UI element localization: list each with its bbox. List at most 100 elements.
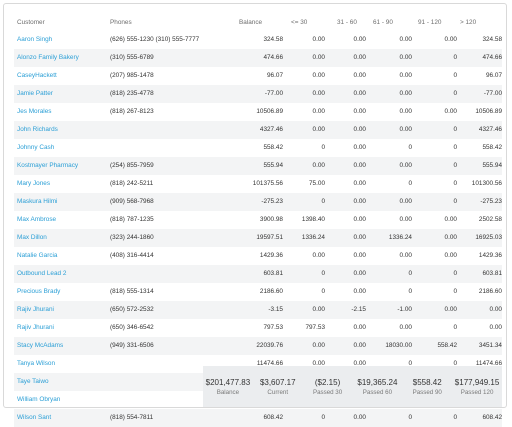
passed-90-cell: 0 — [453, 144, 457, 151]
table-row: Jamie Patter (818) 235-4778 -77.00 0.00 0.00… — [14, 85, 502, 103]
col-phones-header[interactable]: Phones — [110, 19, 132, 26]
passed-60-cell: 0.00 — [399, 126, 412, 133]
passed-120-cell: 101300.56 — [471, 180, 502, 187]
passed-30-cell: 0.00 — [353, 270, 366, 277]
customer-link[interactable]: Natalie Garcia — [17, 252, 58, 259]
passed-60-cell: 0 — [408, 180, 412, 187]
passed-60-cell: 18030.00 — [385, 342, 412, 349]
customer-link[interactable]: Alonzo Family Bakery — [17, 54, 79, 61]
customer-link[interactable]: Aaron Singh — [17, 36, 53, 43]
passed-90-cell: 0 — [453, 270, 457, 277]
passed-120-cell: 558.42 — [482, 144, 502, 151]
totals-bar: $201,477.83 Balance $3,607.17 Current ($2.15… — [203, 366, 502, 407]
table-row: Johnny Cash 558.42 0 0.00 0 0 558.42 — [14, 139, 502, 157]
customer-link[interactable]: Maskura Hilmi — [17, 198, 58, 205]
current-cell: 0 — [321, 198, 325, 205]
total-value: $3,607.17 — [259, 377, 296, 387]
total-label: Passed 30 — [312, 388, 343, 396]
total-label: Passed 120 — [460, 388, 494, 396]
passed-60-cell: 0.00 — [399, 108, 412, 115]
passed-90-cell: 0 — [453, 414, 457, 421]
customer-link[interactable]: Jes Morales — [17, 108, 52, 115]
passed-90-cell: 0.00 — [444, 306, 457, 313]
passed-90-cell: 0 — [453, 72, 457, 79]
phone-cell: (626) 555-1230 (310) 555-7777 — [110, 36, 200, 43]
balance-cell: 4327.46 — [259, 126, 283, 133]
customer-link[interactable]: John Richards — [17, 126, 58, 133]
table-row: Precious Brady (818) 555-1314 2186.60 0 0.00… — [14, 283, 502, 301]
current-cell: 0 — [321, 144, 325, 151]
col-120-header[interactable]: 91 - 120 — [418, 19, 442, 26]
customer-link[interactable]: Tanya Wilson — [17, 360, 56, 367]
customer-link[interactable]: Wilson Sant — [17, 414, 52, 421]
customer-link[interactable]: Jamie Patter — [17, 90, 53, 97]
customer-link[interactable]: Kostmayer Pharmacy — [17, 162, 79, 169]
customer-link[interactable]: CaseyHackett — [17, 72, 57, 79]
passed-30-cell: 0.00 — [353, 54, 366, 61]
passed-120-cell: 96.07 — [486, 72, 502, 79]
customer-link[interactable]: Max Ambrose — [17, 216, 57, 223]
balance-cell: 603.81 — [263, 270, 283, 277]
customer-link[interactable]: Precious Brady — [17, 288, 61, 295]
current-cell: 0.00 — [312, 54, 325, 61]
passed-30-cell: 0.00 — [353, 108, 366, 115]
passed-60-cell: 0.00 — [399, 162, 412, 169]
passed-120-cell: 3451.34 — [478, 342, 502, 349]
current-cell: 0 — [321, 414, 325, 421]
table-row: John Richards 4327.46 0.00 0.00 0.00 0 4327.46 — [14, 121, 502, 139]
customer-link[interactable]: Rajiv Jhurani — [17, 324, 54, 331]
passed-120-cell: 4327.46 — [478, 126, 502, 133]
col-90-header[interactable]: 61 - 90 — [373, 19, 393, 26]
total-passed-60: $19,365.24 Passed 60 — [352, 366, 402, 407]
table-row: Rajiv Jhurani (650) 346-6542 797.53 797.53 0… — [14, 319, 502, 337]
passed-30-cell: 0.00 — [353, 126, 366, 133]
col-30-header[interactable]: <= 30 — [291, 19, 308, 26]
current-cell: 0.00 — [312, 36, 325, 43]
passed-120-cell: 16925.03 — [475, 234, 502, 241]
current-cell: 0.00 — [312, 126, 325, 133]
total-value: $177,949.15 — [454, 377, 500, 387]
col-balance-header[interactable]: Balance — [239, 19, 263, 26]
passed-90-cell: 0 — [453, 54, 457, 61]
col-60-header[interactable]: 31 - 60 — [337, 19, 357, 26]
passed-60-cell: 0.00 — [399, 216, 412, 223]
customer-link[interactable]: Rajiv Jhurani — [17, 306, 54, 313]
customer-link[interactable]: Taye Taiwo — [17, 378, 49, 385]
passed-60-cell: 1336.24 — [388, 234, 412, 241]
total-passed-90: $558.42 Passed 90 — [402, 366, 452, 407]
total-current: $3,607.17 Current — [253, 366, 303, 407]
customer-link[interactable]: Mary Jones — [17, 180, 51, 187]
passed-60-cell: 0 — [408, 414, 412, 421]
balance-cell: 22039.76 — [256, 342, 283, 349]
current-cell: 1398.40 — [301, 216, 325, 223]
balance-cell: 558.42 — [263, 144, 283, 151]
table-row: Aaron Singh (626) 555-1230 (310) 555-7777… — [14, 31, 502, 49]
table-row: Max Ambrose (818) 787-1235 3900.98 1398.40 0… — [14, 211, 502, 229]
passed-30-cell: 0.00 — [353, 162, 366, 169]
customer-link[interactable]: Outbound Lead 2 — [17, 270, 67, 277]
passed-30-cell: 0.00 — [353, 72, 366, 79]
customer-link[interactable]: Max Dillon — [17, 234, 47, 241]
passed-60-cell: 0 — [408, 288, 412, 295]
passed-30-cell: 0.00 — [353, 198, 366, 205]
balance-cell: 555.94 — [263, 162, 283, 169]
passed-30-cell: 0.00 — [353, 288, 366, 295]
balance-cell: 608.42 — [263, 414, 283, 421]
passed-30-cell: 0.00 — [353, 36, 366, 43]
passed-30-cell: 0.00 — [353, 234, 366, 241]
phone-cell: (207) 985-1478 — [110, 72, 154, 79]
customer-link[interactable]: Johnny Cash — [17, 144, 55, 151]
col-customer-header[interactable]: Customer — [17, 19, 45, 26]
passed-120-cell: 10506.89 — [475, 108, 502, 115]
table-row: Maskura Hilmi (909) 568-7968 -275.23 0 0.00 0… — [14, 193, 502, 211]
passed-90-cell: 0 — [453, 288, 457, 295]
passed-30-cell: -2.15 — [351, 306, 366, 313]
customer-link[interactable]: William Obryan — [17, 396, 61, 403]
col-over-120-header[interactable]: > 120 — [460, 19, 477, 26]
passed-60-cell: 0.00 — [399, 36, 412, 43]
passed-90-cell: 0.00 — [444, 216, 457, 223]
current-cell: 1336.24 — [301, 234, 325, 241]
customer-link[interactable]: Stacy McAdams — [17, 342, 64, 349]
passed-30-cell: 0.00 — [353, 144, 366, 151]
current-cell: 797.53 — [305, 324, 325, 331]
